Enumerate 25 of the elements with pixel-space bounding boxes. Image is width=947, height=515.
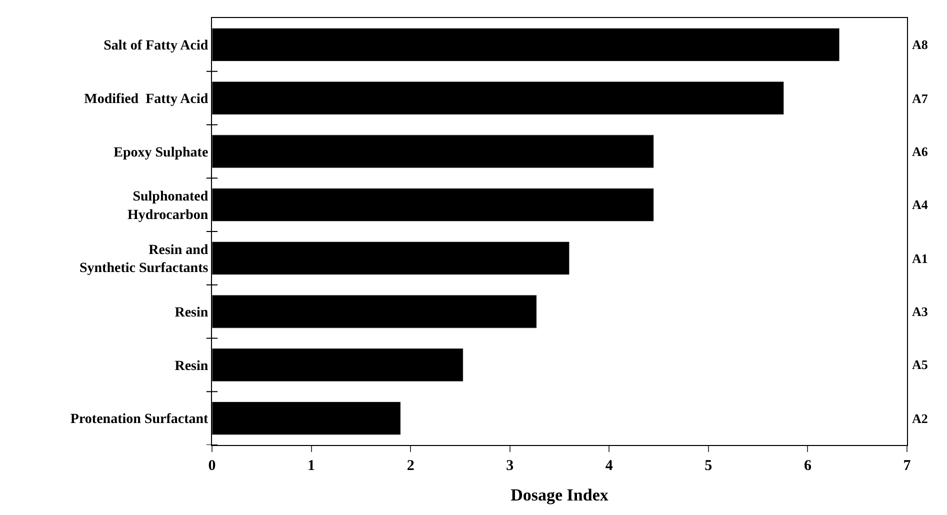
y-tick-label: Resin — [174, 358, 208, 374]
y2-tick-label: A4 — [912, 197, 928, 212]
x-tick-label: 2 — [406, 458, 414, 474]
x-tick-label: 7 — [903, 458, 912, 474]
x-tick-label: 3 — [506, 458, 514, 474]
x-tick-label: 5 — [704, 458, 712, 474]
x-tick-label: 1 — [308, 458, 316, 474]
y2-tick-label: A8 — [912, 37, 928, 52]
y-tick-label: Protenation Surfactant — [70, 412, 209, 428]
y2-tick-label: A2 — [912, 411, 928, 426]
y-tick-label: Modified Fatty Acid — [84, 92, 208, 107]
y2-tick-label: A7 — [912, 91, 928, 106]
y-tick-label: Resin and Synthetic Surfactants — [79, 242, 209, 276]
y-tick-label: Sulphonated Hydrocarbon — [128, 190, 208, 223]
x-tick-label: 0 — [208, 458, 216, 474]
x-axis-title: Dosage Index — [510, 485, 609, 504]
x-tick-label: 6 — [804, 458, 812, 474]
y-tick-label: Salt of Fatty Acid — [104, 38, 208, 54]
x-tick-label: 4 — [605, 458, 614, 474]
y-tick-label: Epoxy Sulphate — [114, 145, 208, 160]
y-tick-label: Resin — [174, 305, 208, 320]
y2-tick-label: A3 — [912, 304, 928, 319]
y2-tick-label: A5 — [912, 357, 928, 372]
y2-tick-label: A6 — [912, 144, 928, 159]
y2-tick-label: A1 — [912, 251, 928, 266]
